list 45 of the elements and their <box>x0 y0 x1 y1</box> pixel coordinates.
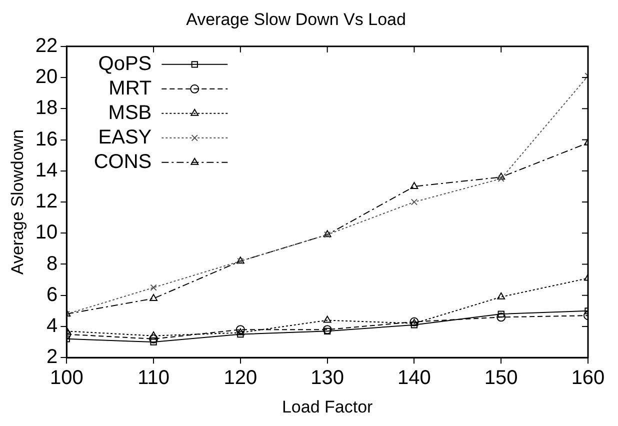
y-tick-label: 12 <box>35 190 58 213</box>
point <box>410 198 418 206</box>
point <box>322 325 332 334</box>
legend-label: CONS <box>94 150 152 173</box>
x-tick-label: 110 <box>138 367 170 390</box>
point <box>323 316 332 323</box>
y-tick-label: 6 <box>46 284 58 306</box>
x-axis-title: Load Factor <box>282 397 374 416</box>
y-tick-label: 4 <box>46 314 58 337</box>
point <box>498 310 504 318</box>
x-tick-label: 160 <box>571 367 605 390</box>
y-tick-label: 14 <box>35 159 58 182</box>
legend-label: EASY <box>98 126 152 148</box>
point <box>149 334 158 344</box>
y-tick-label: 2 <box>46 346 58 368</box>
y-tick-label: 8 <box>46 252 58 275</box>
x-tick-label: 130 <box>310 367 344 390</box>
point <box>497 292 506 300</box>
point <box>324 328 331 334</box>
point <box>410 322 418 328</box>
point <box>236 325 245 334</box>
point <box>150 338 157 346</box>
x-tick-label: 100 <box>50 367 84 390</box>
legend-label: MSB <box>108 102 152 124</box>
point <box>150 331 158 338</box>
y-tick-label: 22 <box>35 34 58 57</box>
y-tick-label: 18 <box>35 97 58 120</box>
point <box>497 172 506 180</box>
point <box>496 312 506 322</box>
point <box>150 284 157 291</box>
legend-label: MRT <box>108 77 152 100</box>
y-axis-title: Average Slowdown <box>8 129 27 275</box>
x-tick-label: 150 <box>484 367 518 390</box>
y-tick-label: 10 <box>35 222 58 244</box>
x-tick-label: 120 <box>224 367 258 390</box>
legend-label: QoPS <box>98 52 152 75</box>
chart-title: Average Slow Down Vs Load <box>186 10 406 29</box>
point <box>410 182 418 189</box>
y-tick-label: 16 <box>35 128 58 150</box>
point <box>237 330 244 338</box>
x-tick-label: 140 <box>398 367 431 390</box>
point <box>236 328 244 336</box>
y-tick-label: 20 <box>35 66 58 88</box>
point <box>150 294 158 301</box>
point <box>498 175 504 182</box>
